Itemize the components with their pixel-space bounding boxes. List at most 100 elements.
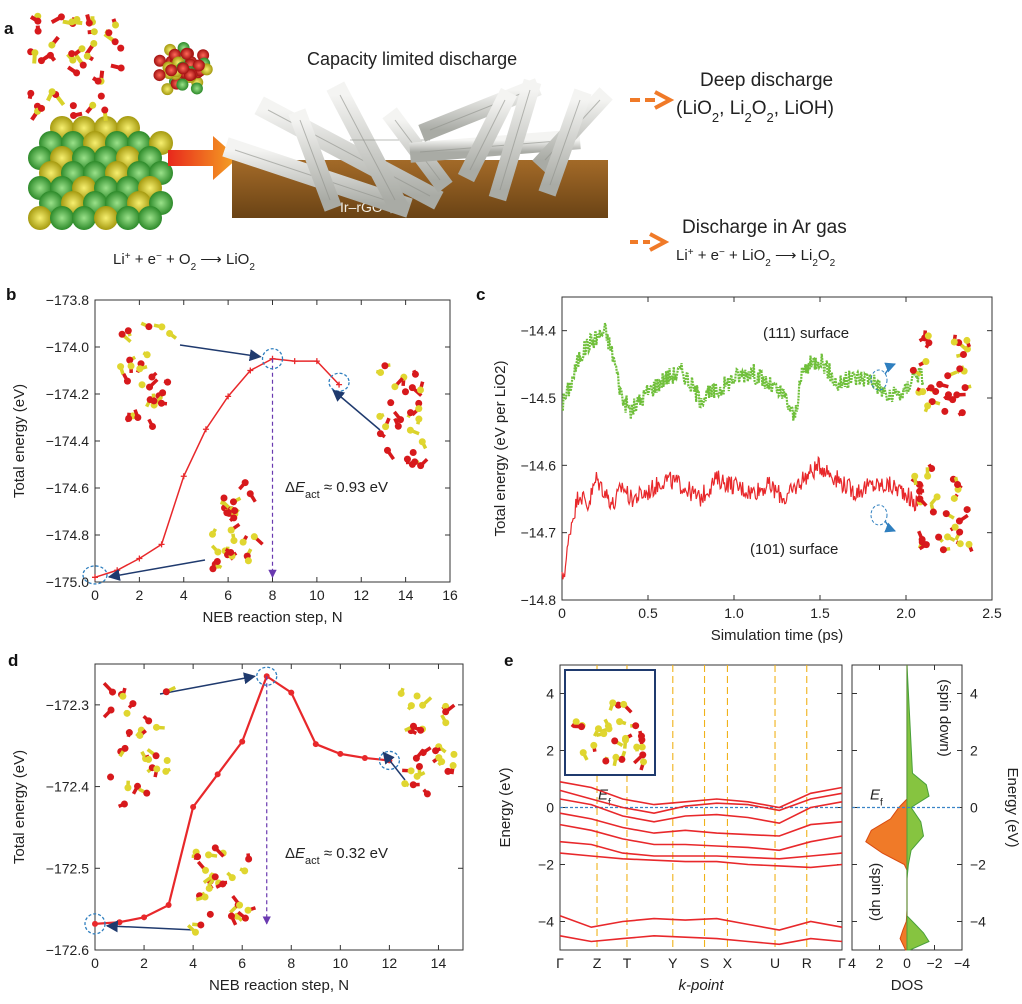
crystal-atom bbox=[73, 69, 81, 77]
cluster-atom bbox=[177, 62, 190, 75]
molecule-atom bbox=[950, 494, 958, 502]
molecule-atom bbox=[423, 790, 431, 798]
plot-frame bbox=[94, 299, 451, 583]
molecule-atom bbox=[134, 414, 142, 422]
molecule-atom bbox=[387, 399, 395, 407]
x-tick-label: 10 bbox=[309, 587, 325, 603]
series-line bbox=[94, 357, 340, 579]
highlight-circle bbox=[328, 372, 350, 392]
x-axis-label: NEB reaction step, N bbox=[202, 609, 342, 626]
molecule-atom bbox=[197, 921, 205, 929]
y-tick-label: 2 bbox=[546, 743, 554, 759]
crystal-atom bbox=[37, 57, 45, 65]
molecule-atom bbox=[246, 490, 254, 498]
crystal-atom bbox=[78, 45, 86, 53]
crystal-atom bbox=[97, 92, 105, 100]
molecule-atom bbox=[611, 737, 619, 745]
y-tick-label: −172.3 bbox=[46, 697, 89, 713]
molecule-atom bbox=[119, 692, 127, 700]
deep-discharge-title: Deep discharge bbox=[700, 70, 833, 91]
molecule-atom bbox=[127, 362, 135, 370]
cluster-atom bbox=[165, 64, 178, 77]
molecule-atom bbox=[383, 446, 391, 454]
data-point bbox=[165, 902, 172, 909]
molecule-atom bbox=[956, 528, 964, 536]
molecule-atom bbox=[125, 729, 133, 737]
x-tick-label: −2 bbox=[927, 955, 943, 971]
y-tick-label: −174.6 bbox=[46, 480, 89, 496]
molecule-atom bbox=[409, 448, 417, 456]
pointer-arrow bbox=[332, 389, 381, 431]
highlight-circle bbox=[378, 750, 401, 771]
crystal-atom bbox=[68, 50, 76, 58]
molecule-atom bbox=[929, 508, 937, 516]
y-tick-label: −14.4 bbox=[521, 323, 557, 339]
deep-discharge-products: (LiO2, Li2O2, LiOH) bbox=[676, 98, 834, 125]
y-tick-label: −174.4 bbox=[46, 433, 89, 449]
chart-b: 0 2 4 6 8 10 12 14 16 −175.0 −174.8 −174.6 −174.4 −17… bbox=[11, 292, 458, 626]
kpoint-label: Γ bbox=[838, 955, 846, 971]
panel-a: a Capacity limited discharge Ir–rGO Li+ … bbox=[4, 12, 847, 273]
molecule-atom bbox=[965, 540, 973, 548]
highlight-circle bbox=[261, 348, 284, 370]
molecule-atom bbox=[163, 756, 171, 764]
molecule-atom bbox=[944, 533, 952, 541]
molecule-atom bbox=[415, 405, 423, 413]
y-tick-label: −14.5 bbox=[521, 390, 557, 406]
series-label: (111) surface bbox=[763, 325, 849, 342]
molecule-atom bbox=[126, 356, 134, 364]
molecule-atom bbox=[407, 767, 415, 775]
reaction-left-text: Li+ + e− + O2 ⟶ LiO2 bbox=[113, 251, 255, 273]
molecule-atom bbox=[145, 717, 153, 725]
y-tick-label: −174.8 bbox=[46, 527, 89, 543]
molecule-atom bbox=[620, 700, 628, 708]
molecule-atom bbox=[444, 767, 452, 775]
molecule-atom bbox=[397, 689, 405, 697]
crystal-atom bbox=[111, 38, 119, 46]
molecule-atom bbox=[415, 399, 423, 407]
molecule-atom bbox=[109, 688, 117, 696]
x-tick-label: 4 bbox=[180, 587, 188, 603]
molecule-atom bbox=[953, 391, 961, 399]
y-tick-label-right: 0 bbox=[970, 800, 978, 816]
x-tick-label: 0 bbox=[558, 605, 566, 621]
data-point bbox=[225, 393, 232, 400]
molecule-atom bbox=[925, 339, 933, 347]
data-point bbox=[214, 771, 221, 778]
crystal-atom bbox=[68, 18, 76, 26]
panel-e: e −4 −2 0 2 4 Energy (eV) k-point Γ Z T Y S X U R Γ Ef 4 2… bbox=[497, 651, 1021, 994]
molecule-atom bbox=[143, 789, 151, 797]
discharge-bar-edge bbox=[499, 89, 531, 191]
kpoint-label: Z bbox=[593, 955, 602, 971]
molecule-atom bbox=[909, 366, 917, 374]
crystal-atom bbox=[112, 21, 120, 29]
molecule-atom bbox=[211, 844, 219, 852]
molecule-atom bbox=[572, 718, 580, 726]
molecule-atom bbox=[942, 510, 950, 518]
pointer-arrow bbox=[159, 672, 256, 695]
molecule-atom bbox=[152, 752, 160, 760]
molecule-atom bbox=[618, 755, 626, 763]
molecule-atom bbox=[911, 472, 919, 480]
molecule-atom bbox=[123, 377, 131, 385]
molecule-atom bbox=[963, 345, 971, 353]
y-tick-label: −174.0 bbox=[46, 339, 89, 355]
y-tick-label: 4 bbox=[546, 686, 554, 702]
y-axis-label: Total energy (eV) bbox=[11, 750, 28, 864]
molecule-atom bbox=[407, 702, 415, 710]
molecule-atom bbox=[107, 773, 115, 781]
molecule-atom bbox=[145, 323, 153, 331]
crystal-atom bbox=[46, 51, 54, 59]
data-point bbox=[291, 358, 298, 365]
x-tick-label: 2.0 bbox=[896, 605, 916, 621]
nanoparticle-atom bbox=[72, 206, 96, 230]
x-tick-label: 12 bbox=[353, 587, 369, 603]
molecule-atom bbox=[158, 323, 166, 331]
molecule-atom bbox=[231, 507, 239, 515]
molecule-atom bbox=[136, 731, 144, 739]
crystal-atom bbox=[117, 64, 125, 72]
plot-frame bbox=[561, 296, 993, 601]
molecule-atom bbox=[956, 365, 964, 373]
molecule-atom bbox=[928, 465, 936, 473]
